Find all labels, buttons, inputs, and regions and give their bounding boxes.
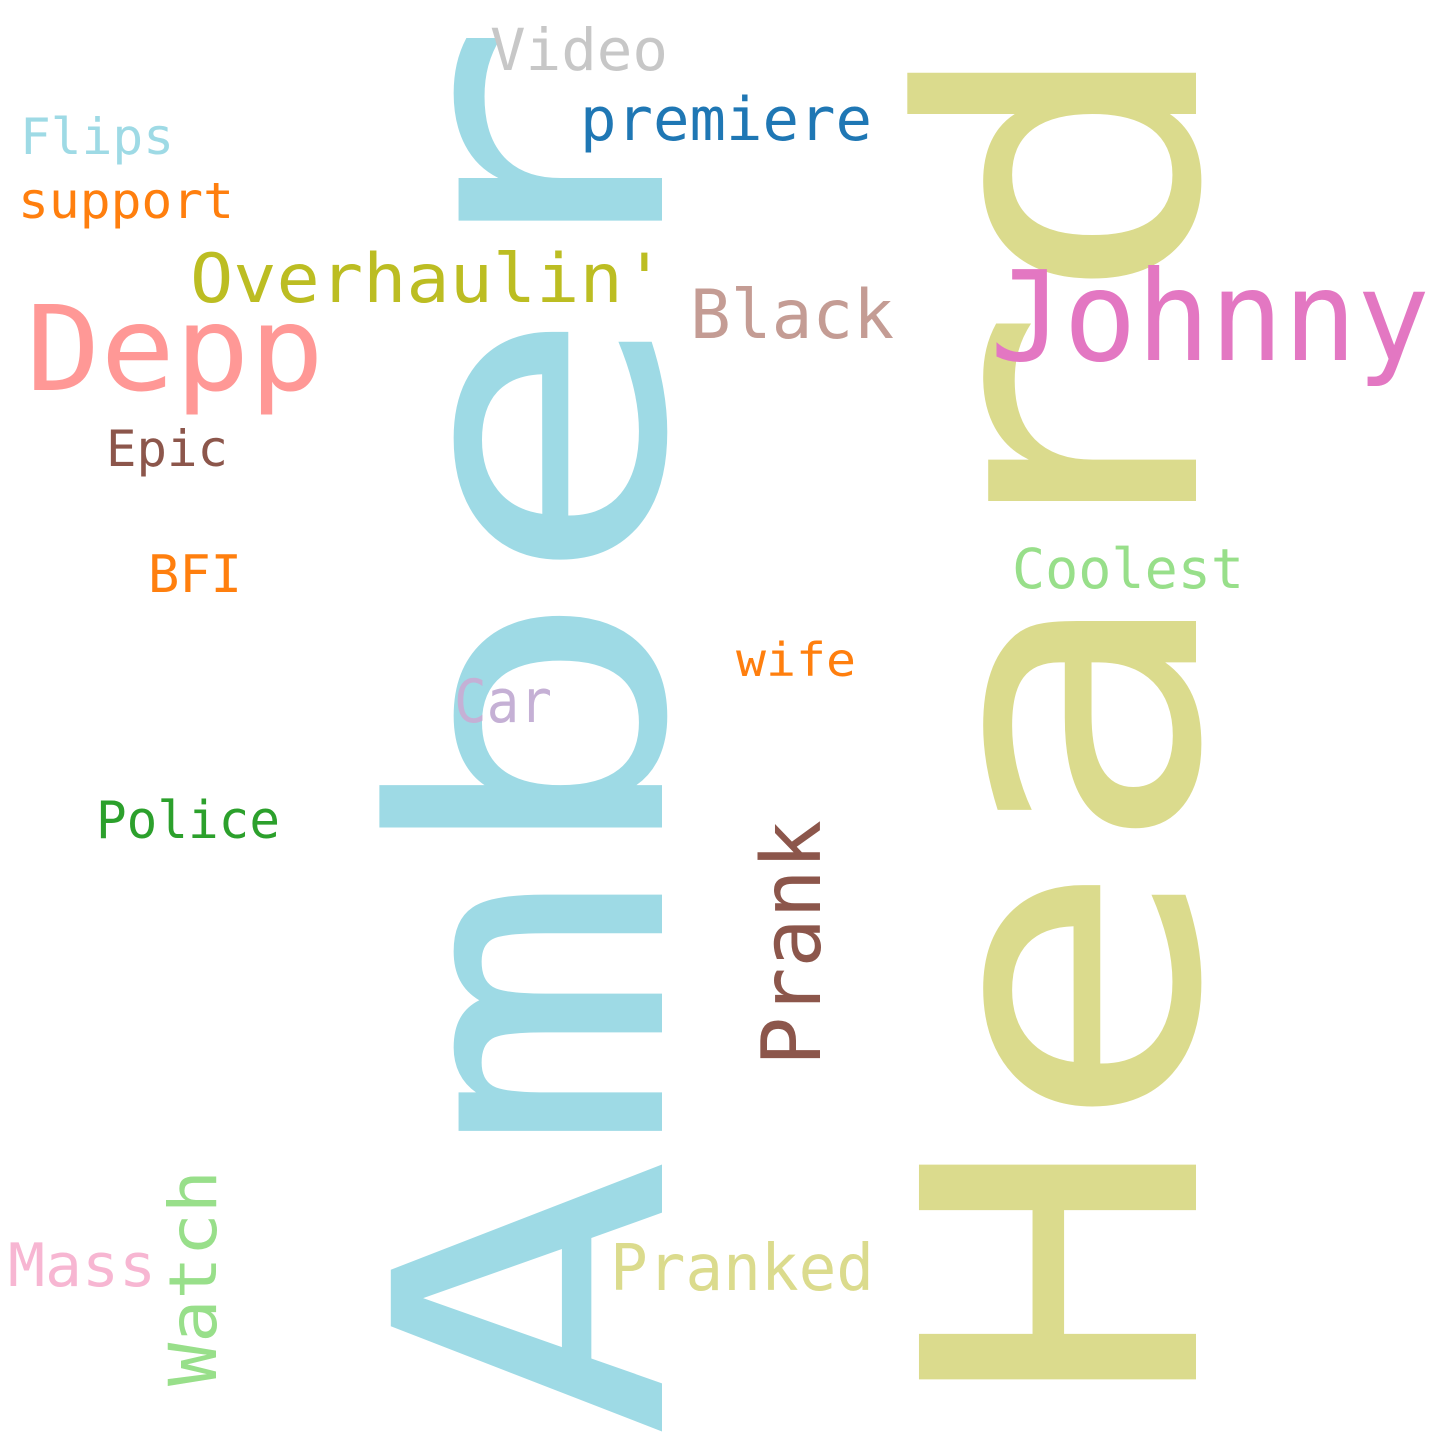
- word-mass: Mass: [8, 1231, 156, 1301]
- word-coolest: Coolest: [1012, 537, 1244, 601]
- word-wife: wife: [736, 633, 856, 687]
- word-flips: Flips: [20, 108, 174, 166]
- word-johnny: Johnny: [990, 245, 1430, 390]
- word-overhaulin: Overhaulin': [190, 240, 666, 319]
- word-black: Black: [690, 276, 894, 355]
- word-car: Car: [454, 667, 552, 737]
- word-bfi: BFI: [148, 545, 242, 605]
- word-video: Video: [490, 16, 668, 84]
- word-police: Police: [96, 791, 280, 851]
- word-premiere: premiere: [580, 85, 872, 155]
- word-depp: Depp: [26, 280, 324, 418]
- word-pranked: Pranked: [610, 1232, 874, 1306]
- word-heard: Heard: [843, 30, 1286, 1410]
- word-epic: Epic: [106, 420, 228, 478]
- word-prank: Prank: [745, 820, 840, 1066]
- word-watch: Watch: [155, 1170, 232, 1386]
- word-support: support: [18, 172, 234, 230]
- word-amber: Amber: [317, 20, 750, 1440]
